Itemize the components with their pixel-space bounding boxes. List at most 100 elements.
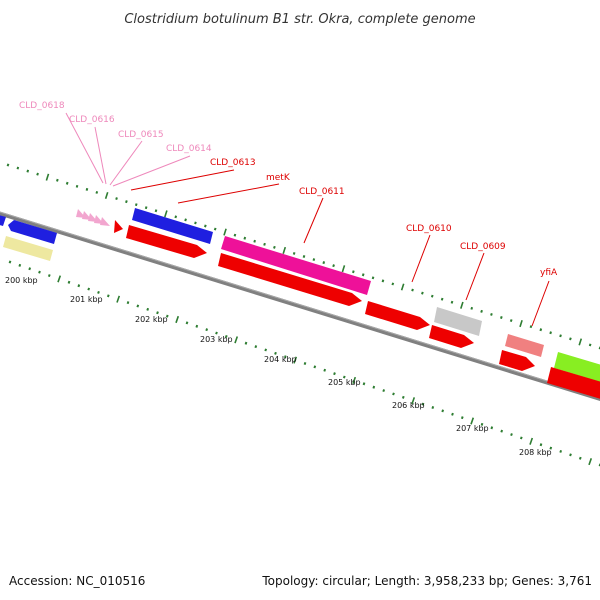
minor-tick bbox=[313, 365, 317, 369]
minor-tick bbox=[8, 260, 12, 264]
feature-khaki bbox=[3, 236, 53, 261]
minor-tick bbox=[6, 163, 10, 167]
major-tick bbox=[234, 336, 239, 344]
minor-tick bbox=[144, 206, 148, 210]
major-tick bbox=[116, 295, 121, 303]
leader-cld-0614 bbox=[112, 155, 191, 187]
gene-label-yfia: yfiA bbox=[540, 268, 558, 278]
major-tick bbox=[223, 228, 227, 236]
minor-tick bbox=[549, 331, 552, 335]
minor-tick bbox=[549, 446, 553, 450]
minor-tick bbox=[381, 279, 385, 283]
gene-label-cld-0615: CLD_0615 bbox=[118, 130, 164, 140]
cds-red-3 bbox=[365, 301, 430, 330]
tick-label-205: 205 kbp bbox=[328, 378, 361, 387]
minor-tick bbox=[578, 456, 582, 460]
minor-tick bbox=[323, 368, 327, 372]
tick-label-200: 200 kbp bbox=[5, 276, 38, 285]
minor-tick bbox=[97, 290, 100, 294]
minor-tick bbox=[411, 288, 414, 292]
gene-label-cld-0610: CLD_0610 bbox=[406, 224, 452, 234]
gene-label-cld-0618: CLD_0618 bbox=[19, 101, 65, 111]
minor-tick bbox=[47, 274, 51, 278]
feature-green bbox=[554, 352, 600, 382]
minor-tick bbox=[509, 319, 513, 323]
minor-tick bbox=[510, 433, 513, 437]
major-tick bbox=[341, 265, 346, 273]
minor-tick bbox=[480, 309, 483, 313]
minor-tick bbox=[372, 385, 376, 389]
feature-magenta bbox=[221, 236, 371, 295]
cds-red-5 bbox=[499, 350, 535, 371]
minor-tick bbox=[569, 453, 572, 457]
tick-label-208: 208 kbp bbox=[519, 448, 552, 457]
major-tick bbox=[529, 437, 534, 445]
minor-tick bbox=[195, 324, 199, 328]
minor-tick bbox=[233, 233, 237, 237]
minor-tick bbox=[332, 264, 335, 268]
minor-tick bbox=[213, 227, 217, 231]
leader-cld-0610 bbox=[411, 234, 431, 283]
minor-tick bbox=[264, 348, 268, 352]
minor-tick bbox=[431, 405, 435, 410]
major-tick bbox=[104, 191, 109, 200]
gene-labels: CLD_0618 CLD_0616 CLD_0615 CLD_0614 CLD_… bbox=[19, 101, 558, 278]
minor-tick bbox=[451, 412, 454, 416]
minor-tick bbox=[371, 276, 375, 280]
minor-tick bbox=[382, 389, 386, 393]
leader-yfia bbox=[531, 280, 550, 327]
tick-label-202: 202 kbp bbox=[135, 315, 168, 324]
minor-tick bbox=[539, 443, 543, 447]
minor-tick bbox=[185, 321, 189, 325]
leader-cld-0611 bbox=[303, 197, 324, 244]
feature-pink-arrow-5 bbox=[100, 217, 110, 226]
minor-tick bbox=[470, 306, 474, 310]
leader-cld-0609 bbox=[465, 252, 485, 301]
minor-tick bbox=[244, 341, 248, 345]
major-tick bbox=[470, 417, 475, 425]
major-tick bbox=[293, 356, 298, 364]
minor-tick bbox=[26, 169, 30, 173]
minor-tick bbox=[165, 314, 169, 318]
inner-tick-ring bbox=[8, 260, 600, 467]
minor-tick bbox=[342, 375, 346, 379]
feature-pink bbox=[505, 334, 544, 357]
minor-tick bbox=[421, 291, 424, 295]
gene-label-metk: metK bbox=[266, 173, 291, 183]
cds-red-6 bbox=[547, 367, 600, 399]
minor-tick bbox=[391, 282, 395, 286]
minor-tick bbox=[215, 331, 218, 335]
minor-tick bbox=[205, 328, 209, 332]
minor-tick bbox=[136, 304, 140, 308]
minor-tick bbox=[529, 325, 533, 329]
minor-tick bbox=[460, 416, 464, 420]
minor-tick bbox=[87, 287, 91, 291]
minor-tick bbox=[146, 307, 150, 311]
minor-tick bbox=[401, 395, 405, 399]
major-tick bbox=[411, 397, 416, 405]
minor-tick bbox=[559, 334, 562, 338]
gene-label-cld-0609: CLD_0609 bbox=[460, 242, 506, 252]
minor-tick bbox=[106, 294, 110, 298]
minor-tick bbox=[243, 236, 247, 240]
minor-tick bbox=[500, 429, 504, 433]
feature-track-outer bbox=[0, 208, 600, 382]
minor-tick bbox=[480, 422, 484, 426]
minor-tick bbox=[333, 372, 336, 376]
minor-tick bbox=[194, 221, 197, 225]
minor-tick bbox=[322, 261, 326, 265]
minor-tick bbox=[85, 187, 89, 191]
minor-tick bbox=[440, 297, 444, 301]
tick-labels: 200 kbp 201 kbp 202 kbp 203 kbp 204 kbp … bbox=[5, 276, 552, 457]
minor-tick bbox=[75, 184, 79, 188]
minor-tick bbox=[312, 258, 316, 261]
minor-tick bbox=[28, 267, 32, 271]
minor-tick bbox=[441, 409, 445, 413]
minor-tick bbox=[569, 337, 572, 341]
minor-tick bbox=[559, 449, 563, 453]
minor-tick bbox=[125, 200, 128, 204]
tick-label-206: 206 kbp bbox=[392, 401, 425, 410]
major-tick bbox=[57, 275, 62, 283]
minor-tick bbox=[56, 178, 59, 182]
minor-tick bbox=[539, 328, 543, 332]
